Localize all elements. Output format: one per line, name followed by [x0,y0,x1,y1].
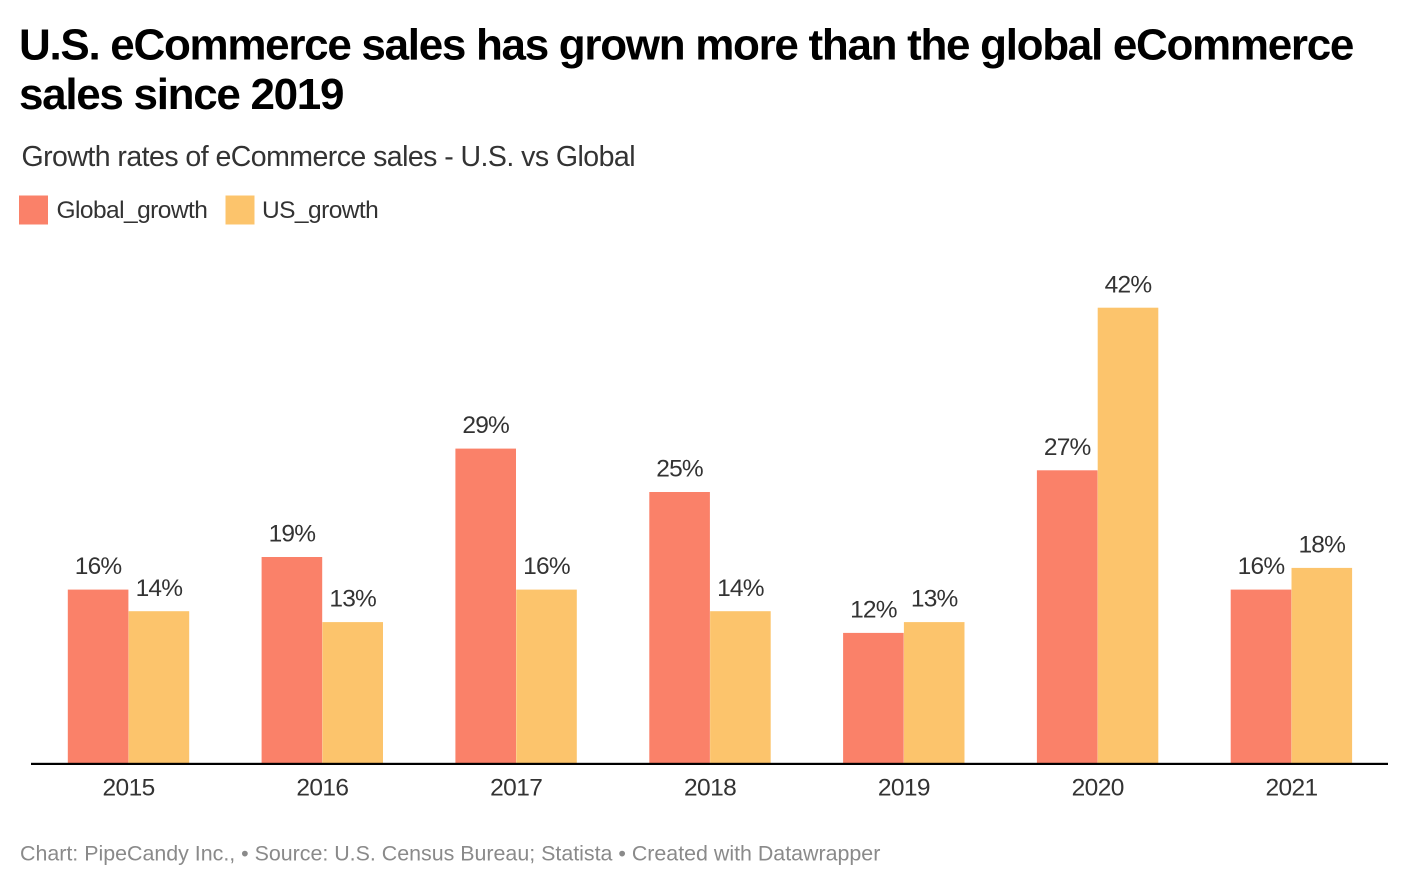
svg-text:18%: 18% [1298,532,1345,559]
svg-text:16%: 16% [523,553,570,580]
svg-text:12%: 12% [850,597,897,624]
svg-text:27%: 27% [1044,434,1091,461]
svg-text:U.S. eCommerce sales has grown: U.S. eCommerce sales has grown more than… [19,20,1353,69]
svg-text:2016: 2016 [296,774,348,801]
svg-text:Growth rates of eCommerce sale: Growth rates of eCommerce sales - U.S. v… [22,141,635,173]
svg-text:sales since 2019: sales since 2019 [19,70,343,119]
svg-text:42%: 42% [1105,271,1152,298]
svg-text:2020: 2020 [1072,774,1124,801]
svg-text:2018: 2018 [684,774,736,801]
svg-text:2021: 2021 [1265,774,1317,801]
svg-text:14%: 14% [136,575,183,602]
svg-text:13%: 13% [911,586,958,613]
svg-text:25%: 25% [656,456,703,483]
svg-text:2019: 2019 [878,774,930,801]
svg-text:Chart: PipeCandy Inc., • Sourc: Chart: PipeCandy Inc., • Source: U.S. Ce… [20,841,880,865]
svg-text:19%: 19% [269,521,316,548]
svg-text:13%: 13% [329,586,376,613]
svg-text:29%: 29% [462,412,509,439]
svg-text:Global_growth: Global_growth [57,197,208,224]
svg-text:16%: 16% [1238,553,1285,580]
svg-text:US_growth: US_growth [262,197,378,224]
svg-text:2017: 2017 [490,774,542,801]
svg-text:16%: 16% [75,553,122,580]
svg-text:2015: 2015 [103,774,155,801]
svg-text:14%: 14% [717,575,764,602]
